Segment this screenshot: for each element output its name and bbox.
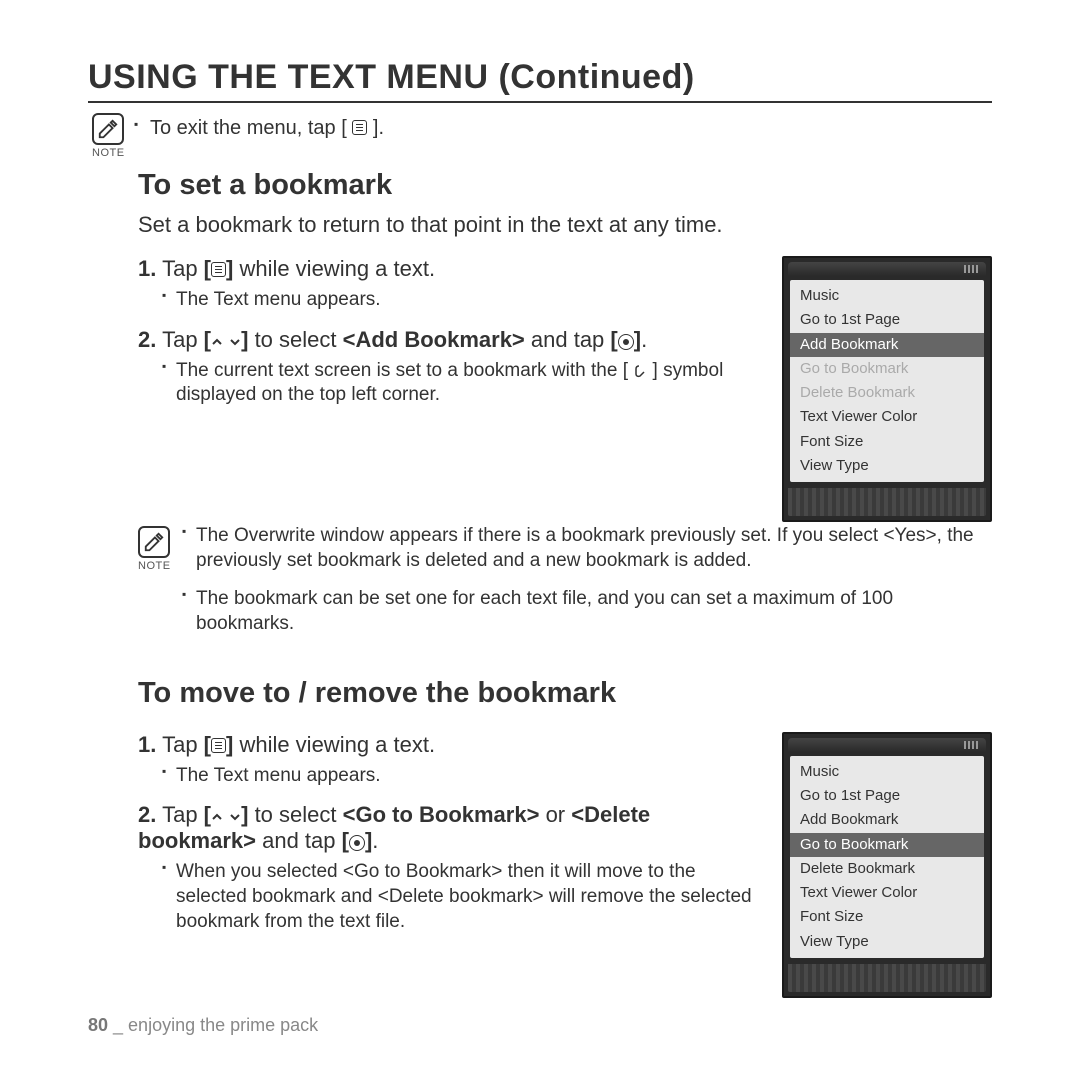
chevron-up-icon [211,336,223,348]
note-icon-block: NOTE [138,526,170,572]
note-text-a: To exit the menu, tap [ [150,117,347,139]
s1-step2-num: 2. [138,327,156,352]
menu-item[interactable]: View Type [790,930,984,954]
section1-intro: Set a bookmark to return to that point i… [138,212,992,238]
menu-item[interactable]: Delete Bookmark [790,381,984,405]
page-title: USING THE TEXT MENU (Continued) [88,58,992,103]
s1-note-bullet2: The bookmark can be set one for each tex… [182,587,992,636]
menu-item[interactable]: Delete Bookmark [790,857,984,881]
menu-item[interactable]: Font Size [790,905,984,929]
s2-step2-d: . [372,828,378,853]
note-label: NOTE [92,147,124,159]
menu-item[interactable]: Text Viewer Color [790,881,984,905]
bookmark-symbol-icon [633,364,647,378]
s2-step2-a: Tap [162,802,204,827]
s2-step2: 2. Tap [ ] to select <Go to Bookmark> or… [138,802,762,854]
menu-item[interactable]: Go to 1st Page [790,308,984,332]
section1-steps: 1. Tap [] while viewing a text. The Text… [138,256,992,522]
device-bottom-bar [788,488,986,516]
page-number: 80 [88,1015,108,1035]
s1-step1-sub: The Text menu appears. [162,288,762,313]
section1-note: NOTE The Overwrite window appears if the… [138,524,992,651]
note-icon-block: NOTE [92,113,124,159]
top-note-text: To exit the menu, tap [ ]. [134,113,384,140]
s2-step2-sub: When you selected <Go to Bookmark> then … [162,860,762,934]
menu-button-icon [211,738,226,753]
menu-item[interactable]: Go to 1st Page [790,784,984,808]
device-bottom-bar [788,964,986,992]
menu-item[interactable]: Music [790,760,984,784]
s2-step2-b: to select [248,802,342,827]
device-screenshot-1: MusicGo to 1st PageAdd BookmarkGo to Boo… [782,256,992,522]
device-screenshot-2: MusicGo to 1st PageAdd BookmarkGo to Boo… [782,732,992,998]
section1-heading: To set a bookmark [138,169,992,202]
s2-step1: 1. Tap [] while viewing a text. [138,732,762,758]
s2-step1-sub: The Text menu appears. [162,764,762,789]
pencil-note-icon [138,526,170,558]
s2-step2-num: 2. [138,802,156,827]
menu-button-icon [211,262,226,277]
s1-step1-a: Tap [162,256,204,281]
menu-item[interactable]: Go to Bookmark [790,833,984,857]
chapter-name: enjoying the prime pack [128,1015,318,1035]
device-statusbar [788,262,986,276]
menu-item[interactable]: Font Size [790,430,984,454]
s2-step1-a: Tap [162,732,204,757]
s2-step2-bold1: <Go to Bookmark> [343,802,540,827]
menu-item[interactable]: Go to Bookmark [790,357,984,381]
note-label: NOTE [138,560,170,572]
menu-item[interactable]: View Type [790,454,984,478]
menu-item[interactable]: Music [790,284,984,308]
s1-step2-d: . [641,327,647,352]
s1-step1-num: 1. [138,256,156,281]
text-menu-panel: MusicGo to 1st PageAdd BookmarkGo to Boo… [790,280,984,482]
s2-step2-c: and tap [256,828,342,853]
device-statusbar [788,738,986,752]
section2-heading: To move to / remove the bookmark [138,677,992,710]
s1-note-bullet1: The Overwrite window appears if there is… [182,524,992,573]
menu-item[interactable]: Text Viewer Color [790,405,984,429]
footer-sep: _ [108,1015,128,1035]
s2-step1-b: while viewing a text. [233,732,435,757]
chevron-up-icon [211,811,223,823]
s1-step2-sub-a: The current text screen is set to a book… [176,360,628,381]
section2-steps: 1. Tap [] while viewing a text. The Text… [138,732,992,998]
s1-step2: 2. Tap [ ] to select <Add Bookmark> and … [138,327,762,353]
s1-step1: 1. Tap [] while viewing a text. [138,256,762,282]
s2-step1-num: 1. [138,732,156,757]
pencil-note-icon [92,113,124,145]
menu-button-icon [352,120,367,135]
s1-step2-sub: The current text screen is set to a book… [162,359,762,408]
select-button-icon [349,835,365,851]
select-button-icon [618,334,634,350]
note-text-b: ]. [373,117,384,139]
top-note: NOTE To exit the menu, tap [ ]. [88,113,992,159]
chevron-down-icon [229,811,241,823]
s1-step2-c: and tap [525,327,611,352]
s1-step2-bold: <Add Bookmark> [343,327,525,352]
chevron-down-icon [229,336,241,348]
menu-item[interactable]: Add Bookmark [790,333,984,357]
s1-step2-a: Tap [162,327,204,352]
s1-step1-b: while viewing a text. [233,256,435,281]
page-footer: 80 _ enjoying the prime pack [88,1015,318,1036]
s1-step2-b: to select [248,327,342,352]
s2-step2-mid: or [539,802,571,827]
menu-item[interactable]: Add Bookmark [790,808,984,832]
text-menu-panel: MusicGo to 1st PageAdd BookmarkGo to Boo… [790,756,984,958]
